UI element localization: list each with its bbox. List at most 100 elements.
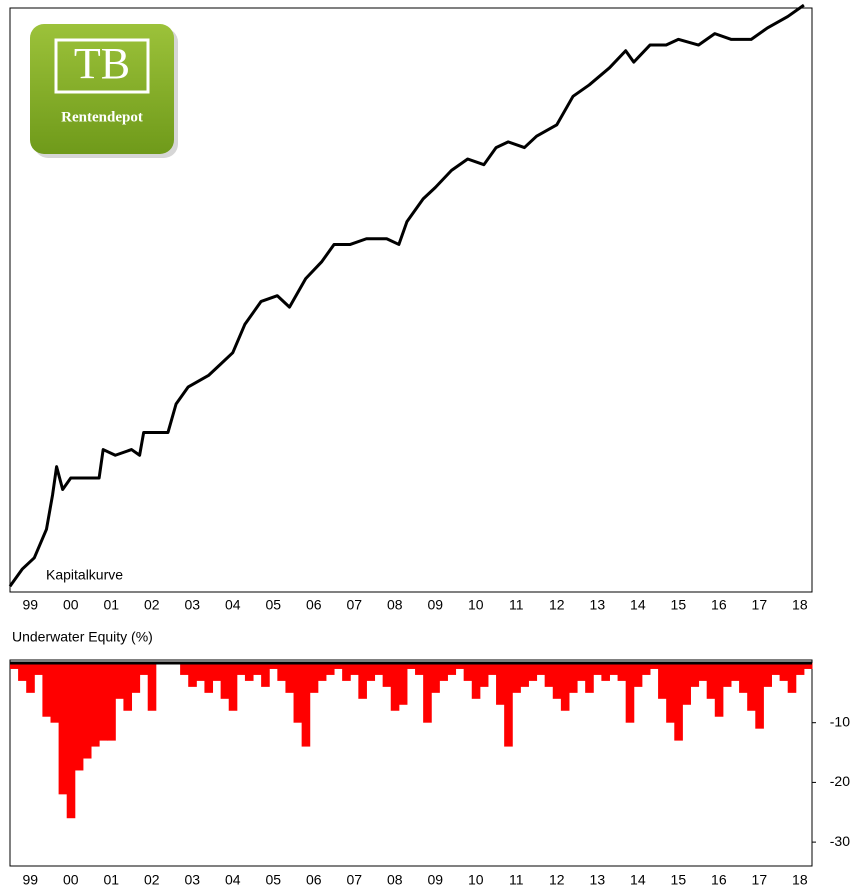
logo-text: TB [74,39,130,88]
bar [585,662,594,693]
bar [625,662,635,723]
bar [504,662,513,747]
x-tick-label: 09 [428,597,444,613]
bar [358,662,367,699]
bar [512,662,521,693]
bar [560,662,570,711]
bar [139,662,149,675]
x-tick-label: 05 [265,597,281,613]
x-tick-label: 17 [752,597,768,613]
bar [706,662,716,699]
bar [50,662,60,723]
bar [463,662,473,681]
x-tick-label: 10 [468,872,484,888]
x-tick-label: 14 [630,872,646,888]
chart-title: Underwater Equity (%) [12,629,153,645]
bar [180,662,189,675]
bar [188,662,197,687]
logo-badge [30,24,174,154]
bar [334,662,343,669]
x-tick-label: 12 [549,872,565,888]
x-tick-label: 05 [265,872,281,888]
bar [269,662,278,669]
bar [455,662,465,669]
logo-box [54,38,150,94]
logo: TB Rentendepot [30,24,178,158]
bar [544,662,554,687]
bar [423,662,432,723]
bar [66,662,76,819]
bar [374,662,384,675]
bar [787,662,797,693]
bar [204,662,214,693]
bar [779,662,789,681]
bar [609,662,619,675]
x-tick-label: 16 [711,872,727,888]
bar [212,662,222,681]
bar [487,662,497,675]
bar [82,662,92,759]
bar [601,662,610,681]
y-tick-label: -10 [830,713,850,729]
bar [593,662,602,675]
bar [406,662,416,669]
bar [739,662,748,693]
x-tick-label: 00 [63,872,79,888]
bar [617,662,627,681]
plot-frame [9,659,813,867]
equity-line [8,3,805,588]
bar [479,662,489,687]
x-tick-label: 03 [184,597,200,613]
bar [293,662,303,723]
bar [277,662,286,681]
bar [714,662,724,717]
x-tick-label: 11 [509,872,524,888]
x-tick-label: 13 [590,872,606,888]
bar [18,662,27,681]
bar [520,662,529,687]
bar [325,662,335,675]
bar [42,662,52,717]
x-tick-label: 04 [225,597,241,613]
bar [123,662,133,711]
bar [131,662,141,693]
bar [317,662,327,681]
plot-frame [9,7,813,593]
bar [730,662,740,681]
x-tick-label: 15 [671,872,687,888]
x-tick-label: 10 [468,597,484,613]
bar [674,662,683,741]
bar [568,662,578,693]
bar [439,662,448,681]
bar [795,662,805,675]
bar [698,662,708,681]
x-tick-label: 03 [184,872,200,888]
bar [10,662,19,669]
bar [244,662,254,681]
x-tick-label: 00 [63,597,79,613]
logo-subtitle: Rentendepot [61,109,143,125]
bar [34,662,43,675]
bar [747,662,756,711]
bar [755,662,764,729]
x-tick-label: 07 [347,872,363,888]
bar [382,662,392,687]
bar [91,662,100,747]
bar [528,662,538,681]
bar [196,662,205,681]
x-tick-label: 99 [22,597,38,613]
bar [496,662,505,705]
bar [342,662,351,681]
bar [771,662,781,675]
bar [220,662,230,699]
x-tick-label: 16 [711,597,727,613]
bar [26,662,35,693]
x-tick-label: 09 [428,872,444,888]
bar [147,662,157,711]
x-tick-label: 06 [306,597,322,613]
x-tick-label: 08 [387,872,403,888]
x-tick-label: 13 [590,597,606,613]
bar [415,662,424,675]
bar [431,662,440,693]
